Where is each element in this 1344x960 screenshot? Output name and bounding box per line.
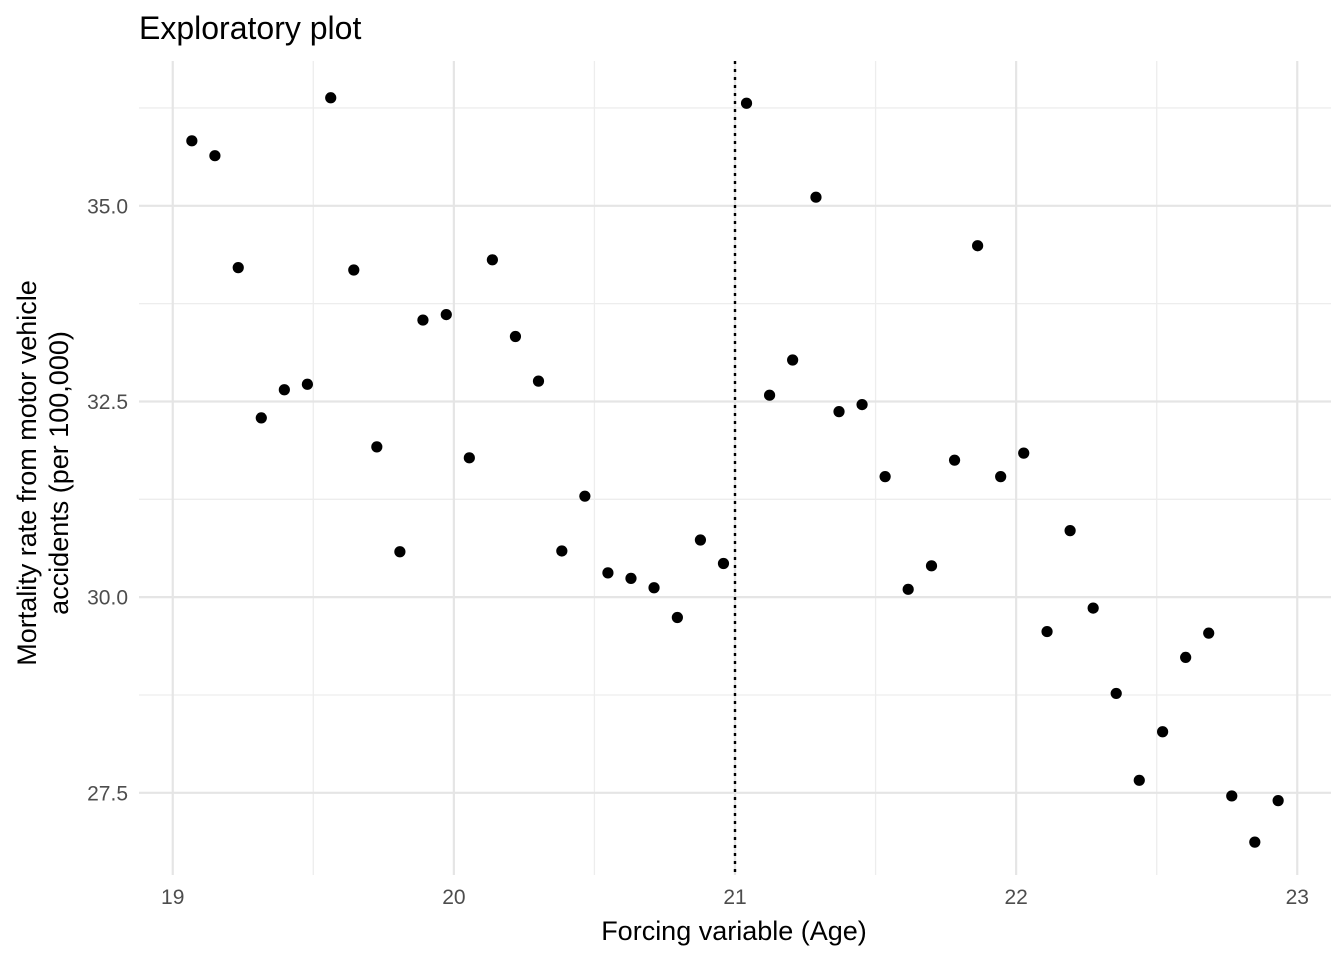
data-point (278, 384, 290, 396)
data-point (371, 441, 383, 453)
data-point (602, 567, 614, 579)
data-point (1133, 774, 1145, 786)
data-point (694, 534, 707, 546)
data-point (1064, 525, 1076, 537)
data-point (486, 254, 498, 266)
data-point (763, 389, 776, 401)
data-point (509, 330, 522, 343)
data-point (325, 92, 337, 104)
data-point (232, 262, 244, 274)
data-point (671, 611, 683, 624)
data-point (787, 354, 799, 366)
data-point (556, 545, 568, 557)
data-point (1203, 627, 1215, 639)
data-point (1249, 836, 1261, 848)
x-tick-label: 22 (1004, 886, 1027, 909)
x-tick-label: 21 (723, 886, 746, 909)
x-tick-label: 20 (442, 886, 465, 909)
data-point (1272, 795, 1284, 807)
y-tick-label: 30.0 (87, 587, 128, 610)
y-axis-title: Mortality rate from motor vehicle accide… (12, 280, 74, 666)
x-tick-label: 23 (1286, 886, 1309, 909)
data-point (209, 150, 221, 162)
data-point (186, 135, 198, 147)
data-point (394, 546, 406, 558)
y-tick-label: 27.5 (87, 782, 128, 805)
data-point (1018, 447, 1030, 459)
data-point (463, 452, 475, 464)
data-point (740, 97, 753, 109)
y-tick-labels: 27.5 30.0 32.5 35.0 (87, 195, 128, 805)
y-axis-title-line-2: accidents (per 100,000) (44, 331, 74, 615)
data-point (625, 572, 637, 584)
data-point (440, 308, 452, 321)
data-point (810, 191, 822, 203)
y-tick-label: 35.0 (87, 195, 128, 218)
y-tick-label: 32.5 (87, 391, 128, 414)
x-tick-labels: 19 20 21 22 23 (161, 886, 1309, 909)
x-tick-label: 19 (161, 886, 184, 909)
data-point (902, 583, 914, 595)
data-point (717, 557, 730, 570)
data-point (1087, 602, 1099, 614)
data-point (925, 560, 938, 572)
data-point (948, 454, 961, 466)
data-point (1226, 790, 1238, 802)
data-point (972, 240, 984, 252)
data-point (1157, 726, 1169, 738)
data-point (833, 406, 845, 418)
x-axis-title: Forcing variable (Age) (601, 916, 867, 946)
data-point (648, 582, 660, 594)
data-points (186, 92, 1284, 848)
y-axis-title-line-1: Mortality rate from motor vehicle (12, 280, 42, 666)
data-point (1041, 625, 1053, 638)
data-point (579, 490, 591, 502)
data-point (1180, 651, 1192, 664)
data-point (879, 471, 891, 483)
chart-title: Exploratory plot (139, 10, 361, 46)
data-point (532, 375, 545, 387)
data-point (255, 412, 267, 424)
data-point (856, 399, 868, 411)
data-point (301, 378, 313, 390)
data-point (417, 314, 429, 326)
data-point (1110, 687, 1122, 700)
data-point (348, 264, 360, 276)
data-point (995, 471, 1007, 483)
